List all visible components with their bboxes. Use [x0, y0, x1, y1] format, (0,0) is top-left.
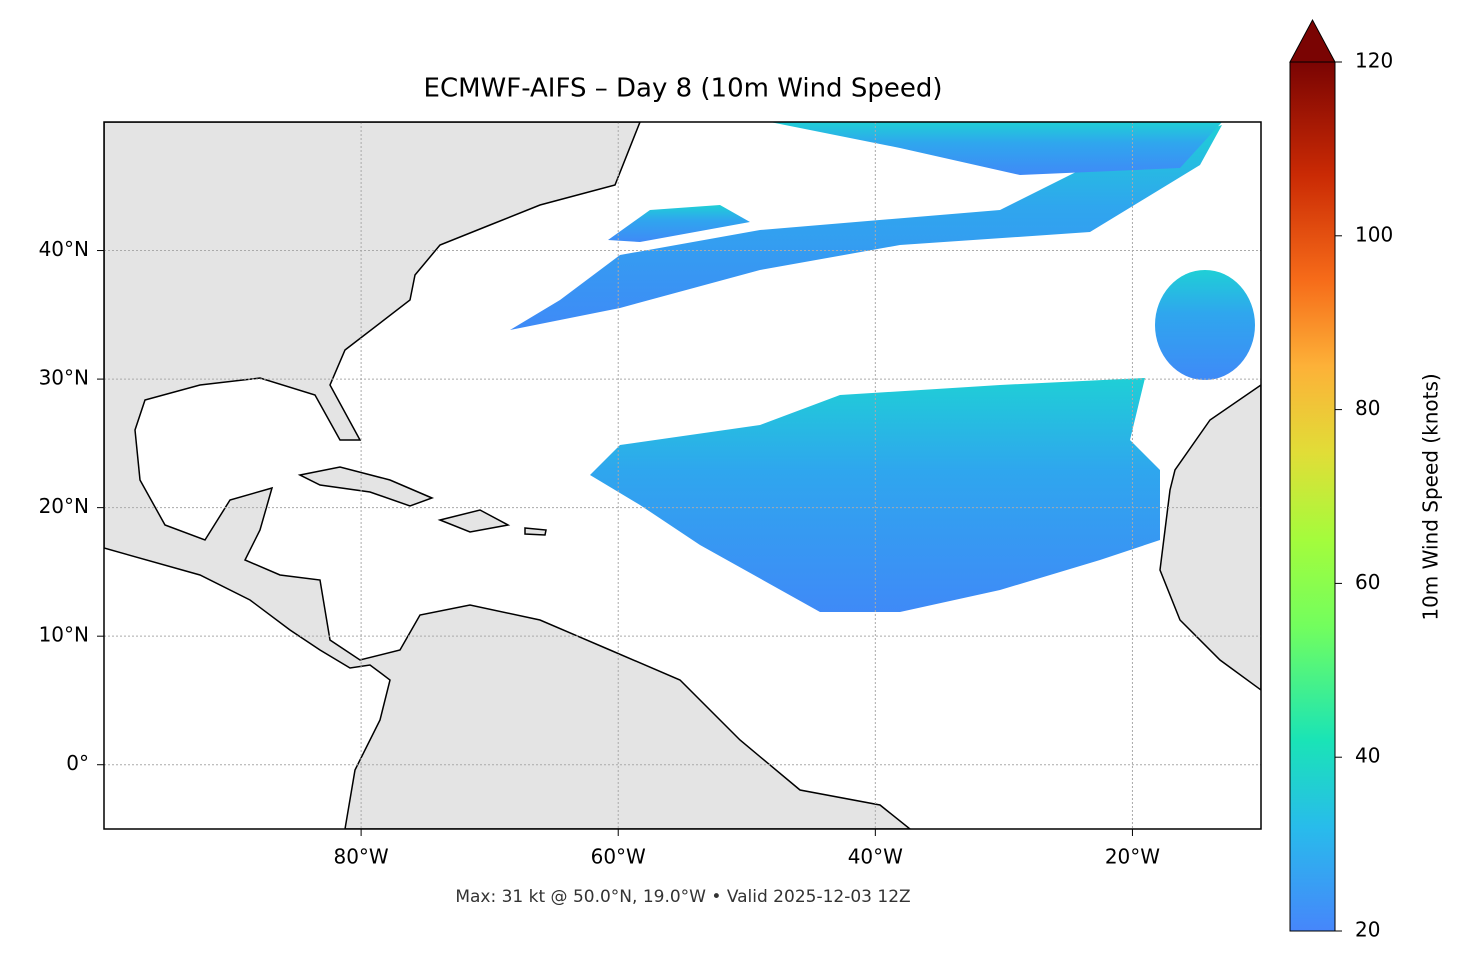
wind-region [1155, 270, 1255, 380]
colorbar-tick-label: 40 [1355, 744, 1380, 768]
map-frame [103, 121, 1262, 830]
africa [1159, 384, 1261, 691]
colorbar-tick-label: 60 [1355, 570, 1380, 594]
wind-region [770, 122, 1222, 175]
y-tick-label: 30°N [39, 366, 89, 390]
colorbar-tick-label: 80 [1355, 396, 1380, 420]
hispaniola [437, 509, 511, 533]
cuba [297, 466, 435, 507]
colorbar-extend [1289, 18, 1336, 63]
colorbar-tick-label: 20 [1355, 918, 1380, 942]
colorbar-tick-label: 120 [1355, 49, 1393, 73]
wind-region [608, 205, 750, 242]
x-tick-label: 20°W [1105, 845, 1160, 869]
colorbar-tick-label: 100 [1355, 222, 1393, 246]
map-area [104, 122, 1261, 829]
y-tick-label: 10°N [39, 623, 89, 647]
americas [104, 122, 912, 829]
annotation: Max: 31 kt @ 50.0°N, 19.0°W • Valid 2025… [455, 887, 910, 907]
wind-region [510, 125, 1222, 330]
y-tick-label: 40°N [39, 237, 89, 261]
puerto-rico [524, 527, 547, 536]
colorbar-label: 10m Wind Speed (knots) [1419, 373, 1443, 620]
grid [104, 122, 1261, 829]
y-tick-label: 0° [66, 751, 89, 775]
chart-title: ECMWF-AIFS – Day 8 (10m Wind Speed) [424, 74, 943, 104]
x-tick-label: 80°W [333, 845, 388, 869]
y-tick-label: 20°N [39, 494, 89, 518]
x-tick-label: 60°W [591, 845, 646, 869]
x-tick-label: 40°W [848, 845, 903, 869]
colorbar [1289, 61, 1336, 932]
